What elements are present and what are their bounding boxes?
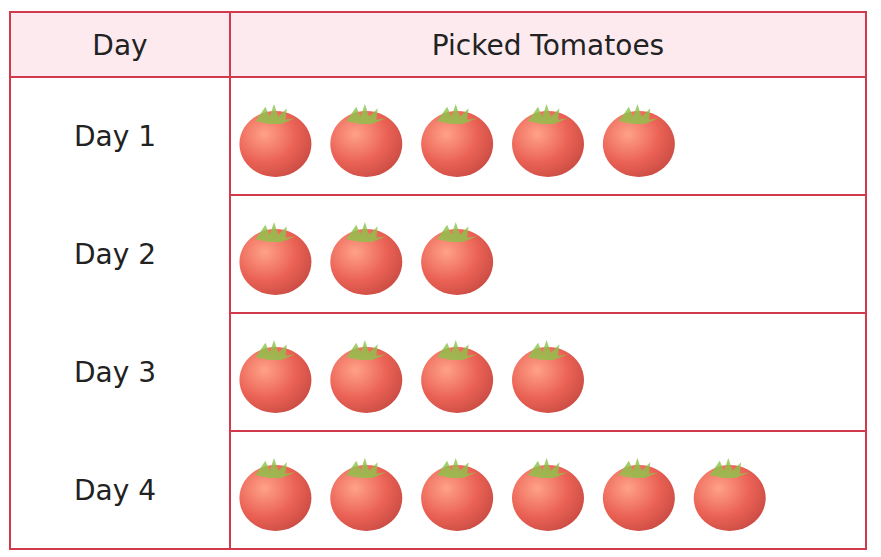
svg-text:Day 1: Day 1 bbox=[74, 120, 156, 153]
svg-text:Day 4: Day 4 bbox=[74, 474, 156, 507]
svg-text:Day: Day bbox=[92, 29, 147, 62]
svg-text:Day 2: Day 2 bbox=[74, 238, 156, 271]
svg-text:Day 3: Day 3 bbox=[74, 356, 156, 389]
svg-text:Picked Tomatoes: Picked Tomatoes bbox=[432, 29, 664, 62]
